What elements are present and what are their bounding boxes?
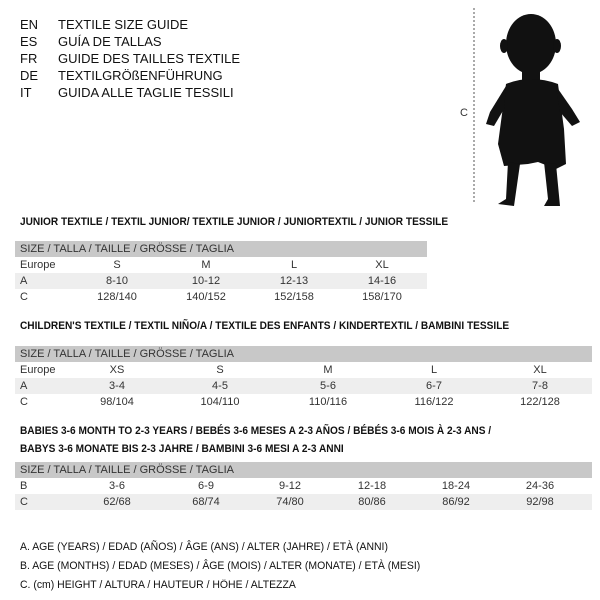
legend-a: A. AGE (YEARS) / EDAD (AÑOS) / ÂGE (ANS)… bbox=[20, 541, 388, 553]
cell: 3-4 bbox=[109, 380, 125, 392]
cell: 98/104 bbox=[100, 396, 134, 408]
children-size-table: SIZE / TALLA / TAILLE / GRÖSSE / TAGLIA … bbox=[15, 346, 592, 410]
row-label: Europe bbox=[20, 364, 56, 376]
cell: XS bbox=[109, 364, 125, 376]
lang-title: GUÍA DE TALLAS bbox=[58, 34, 162, 49]
lang-title: TEXTILE SIZE GUIDE bbox=[58, 17, 189, 32]
lang-code: DE bbox=[20, 68, 39, 83]
table-row: C 128/140 140/152 152/158 158/170 bbox=[15, 289, 427, 305]
cell: L bbox=[430, 364, 438, 376]
row-label: C bbox=[20, 396, 28, 408]
cell: 9-12 bbox=[278, 480, 302, 492]
table-row: C 98/104 104/110 110/116 116/122 122/128 bbox=[15, 394, 592, 410]
cell: M bbox=[201, 259, 211, 271]
table-row: Europe XS S M L XL bbox=[15, 362, 592, 378]
junior-size-table: SIZE / TALLA / TAILLE / GRÖSSE / TAGLIA … bbox=[15, 241, 427, 305]
cell: 104/110 bbox=[200, 396, 240, 408]
lang-title: GUIDA ALLE TAGLIE TESSILI bbox=[58, 85, 234, 100]
cell: 86/92 bbox=[442, 496, 470, 508]
cell: 12-13 bbox=[279, 275, 309, 287]
table-row: B 3-6 6-9 9-12 12-18 18-24 24-36 bbox=[15, 478, 592, 494]
cell: 110/116 bbox=[308, 396, 348, 408]
cell: 158/170 bbox=[362, 291, 402, 303]
table-row: C 62/68 68/74 74/80 80/86 86/92 92/98 bbox=[15, 494, 592, 510]
cell: M bbox=[323, 364, 333, 376]
table-header: SIZE / TALLA / TAILLE / GRÖSSE / TAGLIA bbox=[15, 462, 592, 478]
row-label: Europe bbox=[20, 259, 56, 271]
table-row: A 8-10 10-12 12-13 14-16 bbox=[15, 273, 427, 289]
lang-code: EN bbox=[20, 17, 39, 32]
cell: 14-16 bbox=[367, 275, 397, 287]
legend: A. AGE (YEARS) / EDAD (AÑOS) / ÂGE (ANS)… bbox=[20, 538, 441, 595]
table-header: SIZE / TALLA / TAILLE / GRÖSSE / TAGLIA bbox=[15, 241, 427, 257]
table-row: Europe S M L XL bbox=[15, 257, 427, 273]
cell: S bbox=[216, 364, 224, 376]
babies-section-title-line1: BABIES 3-6 MONTH TO 2-3 YEARS / BEBÉS 3-… bbox=[20, 425, 492, 437]
cell: XL bbox=[533, 364, 547, 376]
cell: 92/98 bbox=[526, 496, 554, 508]
language-titles: EN TEXTILE SIZE GUIDE ES GUÍA DE TALLAS FR… bbox=[20, 16, 240, 101]
row-label: B bbox=[20, 480, 28, 492]
babies-size-table: SIZE / TALLA / TAILLE / GRÖSSE / TAGLIA … bbox=[15, 462, 592, 510]
lang-title: GUIDE DES TAILLES TEXTILE bbox=[58, 51, 241, 66]
cell: 12-18 bbox=[357, 480, 387, 492]
row-label: C bbox=[20, 291, 28, 303]
cell: 62/68 bbox=[103, 496, 131, 508]
babies-section-title-line2: BABYS 3-6 MONATE BIS 2-3 JAHRE / BAMBINI… bbox=[20, 443, 344, 455]
cell: XL bbox=[375, 259, 389, 271]
lang-title: TEXTILGRÖßENFÜHRUNG bbox=[58, 68, 223, 83]
row-label: C bbox=[20, 496, 28, 508]
cell: 6-7 bbox=[426, 380, 442, 392]
cell: 8-10 bbox=[105, 275, 129, 287]
children-section-title: CHILDREN'S TEXTILE / TEXTIL NIÑO/A / TEX… bbox=[20, 320, 510, 332]
child-silhouette bbox=[486, 14, 580, 206]
cell: 24-36 bbox=[525, 480, 555, 492]
cell: 5-6 bbox=[320, 380, 336, 392]
cell: 6-9 bbox=[198, 480, 214, 492]
cell: 116/122 bbox=[414, 396, 454, 408]
cell: 140/152 bbox=[186, 291, 226, 303]
cell: 3-6 bbox=[109, 480, 125, 492]
lang-code: ES bbox=[20, 34, 38, 49]
cell: S bbox=[113, 259, 121, 271]
cell: 4-5 bbox=[212, 380, 228, 392]
cell: 68/74 bbox=[192, 496, 220, 508]
child-silhouette-figure bbox=[473, 8, 580, 206]
legend-b: B. AGE (MONTHS) / EDAD (MESES) / ÂGE (MO… bbox=[20, 560, 421, 572]
table-header: SIZE / TALLA / TAILLE / GRÖSSE / TAGLIA bbox=[15, 346, 592, 362]
lang-code: IT bbox=[20, 85, 32, 100]
height-measure-label: C bbox=[460, 107, 468, 119]
row-label: A bbox=[20, 380, 28, 392]
cell: 122/128 bbox=[520, 396, 560, 408]
table-row: A 3-4 4-5 5-6 6-7 7-8 bbox=[15, 378, 592, 394]
legend-c: C. (cm) HEIGHT / ALTURA / HAUTEUR / HÖHE… bbox=[20, 579, 296, 591]
cell: L bbox=[290, 259, 298, 271]
cell: 74/80 bbox=[276, 496, 304, 508]
cell: 80/86 bbox=[358, 496, 386, 508]
row-label: A bbox=[20, 275, 28, 287]
cell: 152/158 bbox=[274, 291, 314, 303]
cell: 10-12 bbox=[191, 275, 221, 287]
cell: 7-8 bbox=[532, 380, 548, 392]
cell: 18-24 bbox=[441, 480, 471, 492]
lang-code: FR bbox=[20, 51, 38, 66]
junior-section-title: JUNIOR TEXTILE / TEXTIL JUNIOR/ TEXTILE … bbox=[20, 216, 449, 228]
cell: 128/140 bbox=[97, 291, 137, 303]
